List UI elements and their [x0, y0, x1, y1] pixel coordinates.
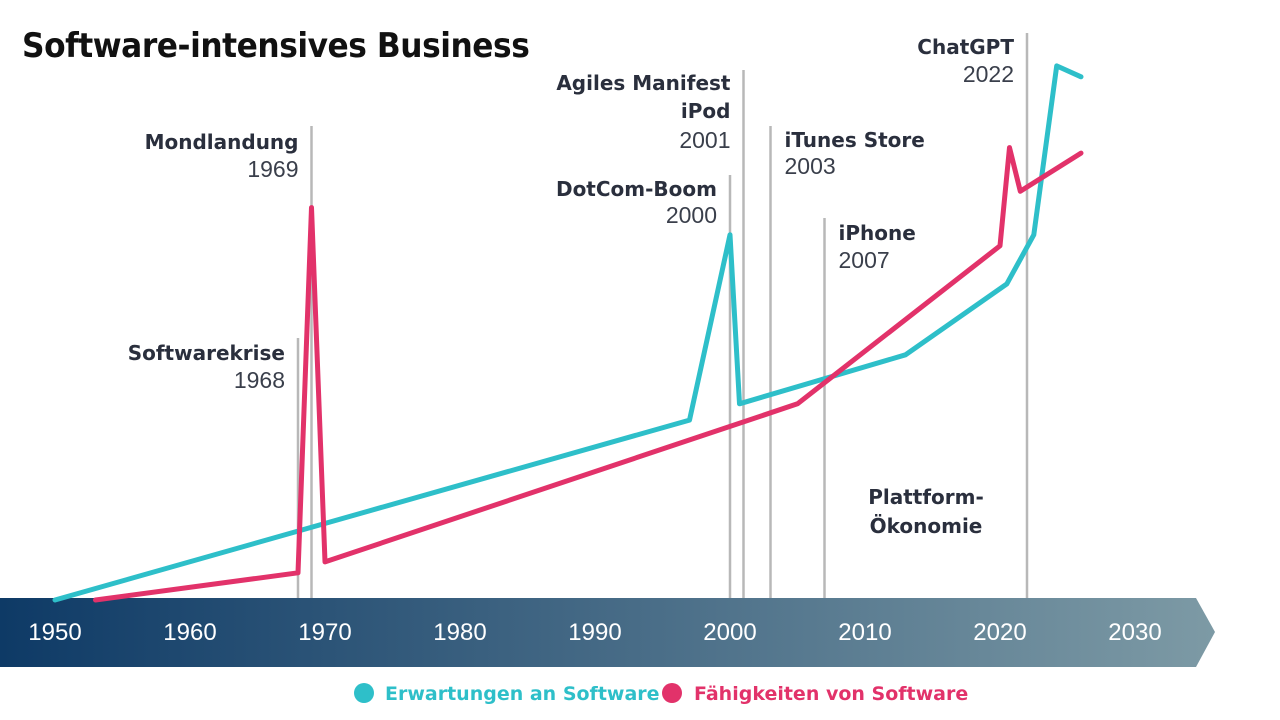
- x-tick-label-2010: 2010: [838, 619, 891, 646]
- event-year-dotcom-boom: 2000: [666, 202, 717, 228]
- legend-label-expectations: Erwartungen an Software: [385, 683, 660, 705]
- event-name-chatgpt: ChatGPT: [917, 35, 1014, 59]
- x-tick-label-1960: 1960: [163, 619, 216, 646]
- series-line-expectations: [52, 63, 1084, 603]
- legend-item-expectations: Erwartungen an Software: [354, 683, 660, 705]
- event-year-mondlandung: 1969: [247, 156, 298, 182]
- event-year-chatgpt: 2022: [963, 61, 1014, 87]
- event-name-agiles-manifest: Agiles Manifest: [556, 71, 731, 95]
- series-layer: [52, 63, 1084, 603]
- event-year-itunes-store: 2003: [785, 153, 836, 179]
- legend-item-capabilities: Fähigkeiten von Software: [662, 683, 968, 705]
- x-tick-labels: 1950 1960 1970 1980 1990 2000 2010 2020 2030: [28, 619, 1161, 646]
- x-tick-label-1990: 1990: [568, 619, 621, 646]
- event-year-softwarekrise: 1968: [234, 367, 285, 393]
- timeline-arrow: [0, 598, 1215, 667]
- event-year-agiles-manifest: 2001: [679, 127, 730, 153]
- legend-swatch-capabilities: [662, 683, 682, 703]
- event-name-iphone: iPhone: [839, 221, 916, 245]
- event-name-softwarekrise: Softwarekrise: [128, 341, 285, 365]
- legend: Erwartungen an Software Fähigkeiten von …: [354, 683, 968, 705]
- x-tick-label-1980: 1980: [433, 619, 486, 646]
- x-tick-label-2030: 2030: [1108, 619, 1161, 646]
- event-name-mondlandung: Mondlandung: [145, 130, 299, 154]
- x-tick-label-1970: 1970: [298, 619, 351, 646]
- annotation-line-1: Plattform-: [868, 485, 984, 509]
- event-name-itunes-store: iTunes Store: [785, 128, 925, 152]
- event-year-iphone: 2007: [839, 247, 890, 273]
- x-tick-label-2000: 2000: [703, 619, 756, 646]
- event-name-dotcom-boom: DotCom-Boom: [556, 177, 717, 201]
- series-line-capabilities: [93, 145, 1084, 603]
- x-tick-label-2020: 2020: [973, 619, 1026, 646]
- platform-annotation: Plattform- Ökonomie: [868, 485, 984, 538]
- legend-swatch-expectations: [354, 683, 374, 703]
- chart-title: Software-intensives Business: [22, 26, 530, 66]
- annotation-line-2: Ökonomie: [870, 514, 983, 538]
- event-name2-agiles-manifest: iPod: [681, 99, 731, 123]
- x-tick-label-1950: 1950: [28, 619, 81, 646]
- legend-label-capabilities: Fähigkeiten von Software: [694, 683, 968, 705]
